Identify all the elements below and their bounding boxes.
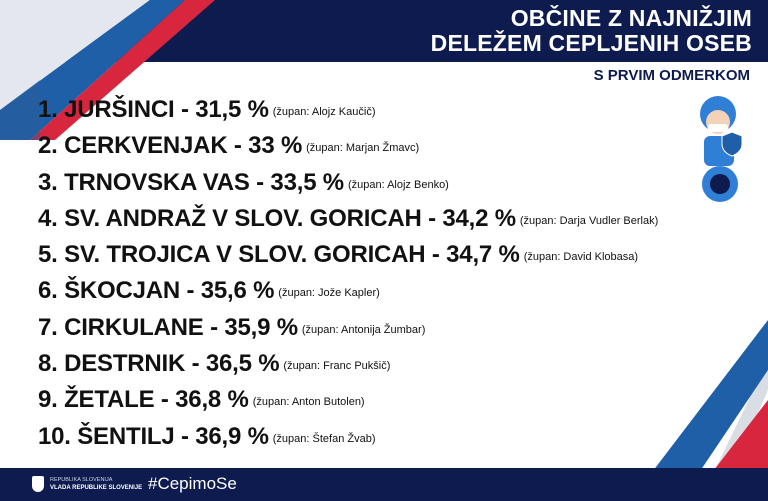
item-title: 5. SV. TROJICA V SLOV. GORICAH - 34,7 % (38, 241, 520, 269)
item-mayor: (župan: Jože Kapler) (278, 287, 380, 300)
item-mayor: (župan: Alojz Kaučič) (272, 106, 376, 118)
title-line-2: DELEŽEM CEPLJENIH OSEB (430, 30, 752, 56)
list-item: 10. ŠENTILJ - 36,9 % (župan: Štefan Žvab) (38, 419, 658, 455)
item-title: 9. ŽETALE - 36,8 % (38, 386, 249, 414)
list-item: 6. ŠKOCJAN - 35,6 % (župan: Jože Kapler) (38, 273, 658, 309)
item-title: 10. ŠENTILJ - 36,9 % (38, 422, 269, 450)
title-line-1: OBČINE Z NAJNIŽJIM (510, 5, 752, 31)
gov-label-line-1: REPUBLIKA SLOVENIJA (50, 477, 113, 483)
list-item: 2. CERKVENJAK - 33 % (župan: Marjan Žmavc… (38, 128, 658, 164)
item-title: 1. JURŠINCI - 31,5 % (38, 96, 269, 123)
doctor-mascot-illustration (700, 96, 743, 202)
hashtag: #CepimoSe (148, 474, 237, 493)
slovenia-crest-icon (32, 476, 44, 492)
item-mayor: (župan: Štefan Žvab) (272, 432, 376, 445)
list-item: 8. DESTRNIK - 36,5 % (župan: Franc Pukšič… (38, 346, 658, 382)
item-mayor: (župan: Marjan Žmavc) (306, 142, 420, 155)
item-title: 4. SV. ANDRAŽ V SLOV. GORICAH - 34,2 % (38, 204, 516, 232)
item-title: 7. CIRKULANE - 35,9 % (38, 313, 298, 341)
item-mayor: (župan: Alojz Benko) (347, 178, 449, 191)
item-title: 8. DESTRNIK - 36,5 % (38, 350, 280, 378)
list-item: 5. SV. TROJICA V SLOV. GORICAH - 34,7 %(… (38, 237, 658, 273)
page-title: OBČINE Z NAJNIŽJIM DELEŽEM CEPLJENIH OSE… (431, 6, 752, 56)
item-mayor: (župan: Anton Butolen) (252, 396, 365, 409)
item-mayor: (župan: David Klobasa) (523, 251, 639, 264)
gov-label-line-2: VLADA REPUBLIKE SLOVENIJE (50, 485, 143, 491)
item-title: 2. CERKVENJAK - 33 % (38, 132, 303, 160)
list-item: 1. JURŠINCI - 31,5 % (župan: Alojz Kaučič… (38, 92, 658, 128)
item-mayor: (župan: Darja Vudler Berlak) (519, 214, 659, 227)
list-item: 9. ŽETALE - 36,8 % (župan: Anton Butolen) (38, 382, 658, 418)
list-item: 3. TRNOVSKA VAS - 33,5 % (župan: Alojz Be… (38, 165, 658, 201)
item-title: 3. TRNOVSKA VAS - 33,5 % (38, 168, 344, 196)
list-item: 4. SV. ANDRAŽ V SLOV. GORICAH - 34,2 % (ž… (38, 201, 658, 237)
item-title: 6. ŠKOCJAN - 35,6 % (38, 277, 275, 305)
subtitle: S PRVIM ODMERKOM (593, 67, 750, 84)
item-mayor: (župan: Franc Pukšič) (283, 360, 391, 373)
footer-bar (0, 468, 768, 501)
municipality-list: 1. JURŠINCI - 31,5 % (župan: Alojz Kaučič… (38, 92, 658, 455)
item-mayor: (župan: Antonija Žumbar) (301, 323, 426, 336)
list-item: 7. CIRKULANE - 35,9 % (župan: Antonija Žu… (38, 310, 658, 346)
